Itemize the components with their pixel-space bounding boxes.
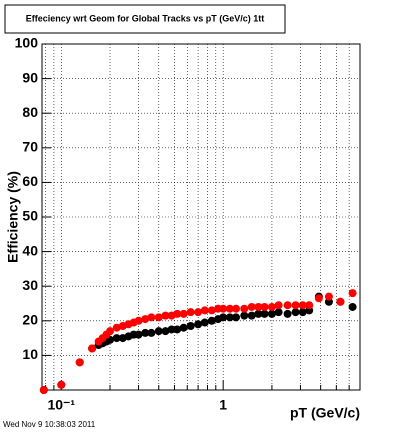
data-point — [207, 316, 216, 325]
data-point — [254, 309, 263, 318]
data-point — [225, 313, 234, 322]
data-point — [274, 301, 283, 310]
data-point — [232, 304, 241, 313]
chart-title: Effeciency wrt Geom for Global Tracks vs… — [26, 13, 265, 23]
data-point — [147, 328, 156, 337]
x-tick-label: 1 — [219, 397, 227, 413]
data-point — [348, 289, 357, 298]
y-axis-title: Efficiency (%) — [5, 171, 21, 263]
data-point — [247, 302, 256, 311]
data-point — [141, 315, 150, 324]
data-point — [283, 301, 292, 310]
data-point — [219, 304, 228, 313]
data-point — [336, 297, 345, 306]
data-point — [134, 316, 143, 325]
data-point — [154, 327, 163, 336]
data-point — [186, 321, 195, 330]
data-point — [240, 304, 249, 313]
data-point — [161, 311, 170, 320]
data-point — [207, 306, 216, 315]
data-point — [274, 308, 283, 317]
data-point — [240, 311, 249, 320]
y-tick-label: 60 — [22, 173, 38, 189]
data-point — [200, 306, 209, 315]
data-point — [112, 334, 121, 343]
data-point — [348, 302, 357, 311]
data-point — [134, 330, 143, 339]
data-point — [314, 294, 323, 303]
data-point — [88, 344, 97, 353]
data-point — [186, 308, 195, 317]
title-box — [4, 4, 286, 34]
data-point — [200, 318, 209, 327]
data-point — [154, 313, 163, 322]
data-point — [112, 323, 121, 332]
data-point — [232, 313, 241, 322]
data-point — [260, 309, 269, 318]
x-axis-title: pT (GeV/c) — [290, 405, 360, 421]
y-tick-label: 70 — [22, 139, 38, 155]
data-point — [247, 311, 256, 320]
data-point — [291, 308, 300, 317]
data-point — [324, 292, 333, 301]
data-point — [141, 328, 150, 337]
data-point — [260, 302, 269, 311]
data-point — [179, 323, 188, 332]
data-point — [283, 309, 292, 318]
data-point — [167, 325, 176, 334]
data-point — [267, 302, 276, 311]
y-tick-label: 50 — [22, 208, 38, 224]
data-point — [173, 309, 182, 318]
data-point — [305, 301, 314, 310]
data-point — [291, 301, 300, 310]
data-point — [225, 304, 234, 313]
data-point — [194, 308, 203, 317]
y-tick-label: 20 — [22, 312, 38, 328]
data-point — [194, 320, 203, 329]
data-point — [147, 313, 156, 322]
y-tick-label: 10 — [22, 346, 38, 362]
footer: Wed Nov 9 10:38:03 2011 — [3, 420, 96, 429]
data-point — [57, 380, 66, 389]
data-point — [298, 308, 307, 317]
data-point — [179, 309, 188, 318]
y-tick-label: 100 — [15, 35, 39, 51]
data-point — [267, 309, 276, 318]
data-point — [254, 302, 263, 311]
x-tick-label: 10⁻¹ — [47, 397, 75, 413]
data-point — [39, 386, 48, 394]
y-tick-label: 90 — [22, 69, 38, 85]
data-point — [75, 358, 84, 367]
data-point — [161, 327, 170, 336]
data-point — [219, 313, 228, 322]
y-tick-label: 30 — [22, 277, 38, 293]
data-point — [106, 327, 115, 336]
y-tick-label: 80 — [22, 104, 38, 120]
y-tick-label: 40 — [22, 242, 38, 258]
data-point — [173, 325, 182, 334]
data-point — [298, 301, 307, 310]
